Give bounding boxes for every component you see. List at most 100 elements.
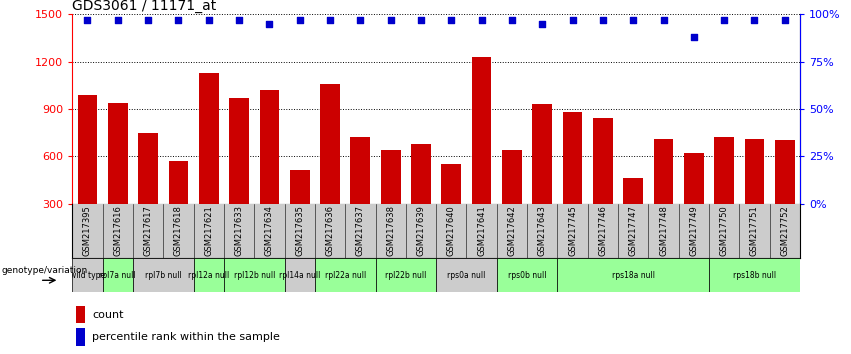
- Text: wild type: wild type: [70, 271, 105, 280]
- Text: rpl22a null: rpl22a null: [324, 271, 366, 280]
- Point: [717, 17, 731, 23]
- Bar: [133, 258, 193, 292]
- Bar: [315, 258, 375, 292]
- Text: rps0b null: rps0b null: [508, 271, 546, 280]
- Bar: [593, 118, 613, 251]
- Bar: [351, 137, 370, 251]
- Point: [596, 17, 609, 23]
- Text: GSM217618: GSM217618: [174, 205, 183, 256]
- Bar: [260, 90, 279, 251]
- Bar: [375, 258, 436, 292]
- Point: [687, 34, 700, 40]
- Point: [444, 17, 458, 23]
- Text: count: count: [93, 310, 124, 320]
- Bar: [436, 258, 497, 292]
- Bar: [103, 258, 133, 292]
- Text: rps18a null: rps18a null: [612, 271, 654, 280]
- Bar: [284, 258, 315, 292]
- Point: [414, 17, 428, 23]
- Point: [263, 21, 277, 27]
- Text: GSM217637: GSM217637: [356, 205, 365, 256]
- Bar: [76, 328, 85, 346]
- Bar: [563, 112, 582, 251]
- Text: GDS3061 / 11171_at: GDS3061 / 11171_at: [72, 0, 217, 13]
- Text: GSM217749: GSM217749: [689, 205, 699, 256]
- Text: GSM217746: GSM217746: [598, 205, 608, 256]
- Text: GSM217621: GSM217621: [204, 205, 214, 256]
- Point: [172, 17, 186, 23]
- Bar: [745, 139, 764, 251]
- Bar: [714, 137, 734, 251]
- Point: [657, 17, 671, 23]
- Point: [141, 17, 155, 23]
- Bar: [654, 139, 673, 251]
- Bar: [502, 150, 522, 251]
- Point: [384, 17, 397, 23]
- Point: [505, 17, 519, 23]
- Bar: [290, 170, 310, 251]
- Point: [202, 17, 215, 23]
- Text: GSM217616: GSM217616: [113, 205, 123, 256]
- Text: GSM217638: GSM217638: [386, 205, 395, 256]
- Text: genotype/variation: genotype/variation: [2, 266, 88, 275]
- Text: rpl12a null: rpl12a null: [188, 271, 230, 280]
- Point: [353, 17, 367, 23]
- Bar: [193, 258, 224, 292]
- Point: [778, 17, 791, 23]
- Text: GSM217635: GSM217635: [295, 205, 304, 256]
- Bar: [380, 150, 401, 251]
- Text: rps18b null: rps18b null: [733, 271, 776, 280]
- Text: GSM217752: GSM217752: [780, 205, 789, 256]
- Bar: [72, 258, 103, 292]
- Bar: [442, 164, 461, 251]
- Point: [566, 17, 580, 23]
- Bar: [77, 95, 97, 251]
- Point: [748, 17, 762, 23]
- Text: GSM217395: GSM217395: [83, 205, 92, 256]
- Point: [323, 17, 337, 23]
- Text: rpl7a null: rpl7a null: [100, 271, 136, 280]
- Point: [232, 17, 246, 23]
- Text: GSM217633: GSM217633: [235, 205, 243, 256]
- Text: rpl12b null: rpl12b null: [233, 271, 275, 280]
- Text: GSM217634: GSM217634: [265, 205, 274, 256]
- Bar: [229, 98, 249, 251]
- Point: [81, 17, 94, 23]
- Bar: [224, 258, 284, 292]
- Bar: [557, 258, 709, 292]
- Point: [111, 17, 124, 23]
- Bar: [199, 73, 219, 251]
- Bar: [76, 306, 85, 323]
- Bar: [533, 104, 552, 251]
- Text: GSM217641: GSM217641: [477, 205, 486, 256]
- Bar: [623, 178, 643, 251]
- Bar: [320, 84, 340, 251]
- Text: rps0a null: rps0a null: [448, 271, 486, 280]
- Text: GSM217745: GSM217745: [568, 205, 577, 256]
- Text: GSM217747: GSM217747: [629, 205, 637, 256]
- Point: [293, 17, 306, 23]
- Text: GSM217617: GSM217617: [144, 205, 152, 256]
- Bar: [497, 258, 557, 292]
- Bar: [108, 103, 128, 251]
- Bar: [684, 153, 704, 251]
- Text: GSM217640: GSM217640: [447, 205, 456, 256]
- Text: GSM217642: GSM217642: [507, 205, 517, 256]
- Text: percentile rank within the sample: percentile rank within the sample: [93, 332, 280, 342]
- Text: rpl22b null: rpl22b null: [386, 271, 426, 280]
- Text: GSM217750: GSM217750: [720, 205, 728, 256]
- Point: [535, 21, 549, 27]
- Point: [475, 17, 488, 23]
- Text: GSM217643: GSM217643: [538, 205, 546, 256]
- Text: GSM217636: GSM217636: [326, 205, 334, 256]
- Bar: [168, 161, 188, 251]
- Text: rpl7b null: rpl7b null: [145, 271, 181, 280]
- Bar: [775, 141, 795, 251]
- Text: GSM217748: GSM217748: [659, 205, 668, 256]
- Bar: [471, 57, 492, 251]
- Bar: [709, 258, 800, 292]
- Text: GSM217751: GSM217751: [750, 205, 759, 256]
- Point: [626, 17, 640, 23]
- Bar: [411, 144, 431, 251]
- Text: rpl14a null: rpl14a null: [279, 271, 320, 280]
